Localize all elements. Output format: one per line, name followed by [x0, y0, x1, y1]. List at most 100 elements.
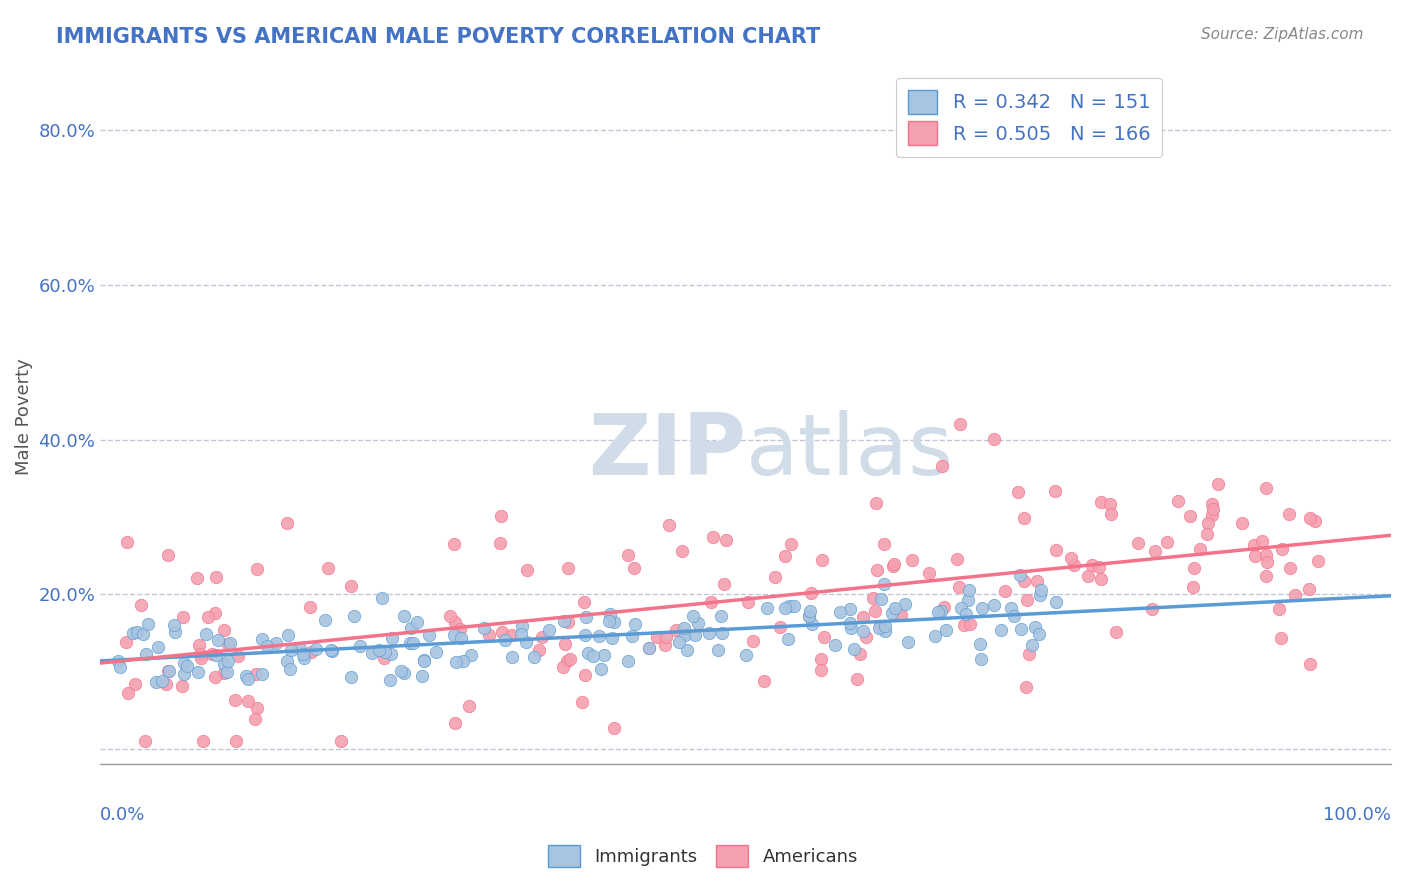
- Point: [685, 628, 707, 642]
- Point: [924, 629, 946, 643]
- Point: [368, 643, 391, 657]
- Point: [1284, 588, 1306, 602]
- Point: [170, 679, 193, 693]
- Point: [1028, 588, 1050, 602]
- Point: [763, 570, 786, 584]
- Point: [516, 563, 538, 577]
- Point: [1306, 554, 1329, 568]
- Point: [969, 637, 991, 651]
- Point: [929, 604, 952, 618]
- Point: [799, 604, 821, 618]
- Point: [218, 636, 240, 650]
- Point: [187, 665, 209, 679]
- Point: [299, 599, 322, 614]
- Point: [1010, 622, 1032, 636]
- Point: [157, 664, 180, 678]
- Point: [444, 615, 467, 629]
- Point: [994, 583, 1017, 598]
- Point: [686, 615, 709, 630]
- Point: [188, 647, 211, 661]
- Point: [852, 624, 875, 638]
- Point: [810, 663, 832, 677]
- Point: [450, 631, 472, 645]
- Point: [443, 628, 465, 642]
- Point: [201, 648, 224, 662]
- Point: [617, 548, 640, 562]
- Point: [474, 621, 496, 635]
- Point: [713, 577, 735, 591]
- Point: [1182, 580, 1205, 594]
- Point: [155, 677, 177, 691]
- Point: [1008, 568, 1031, 582]
- Point: [165, 625, 187, 640]
- Point: [658, 518, 681, 533]
- Point: [392, 666, 415, 681]
- Point: [444, 655, 467, 669]
- Point: [1090, 495, 1112, 509]
- Point: [314, 613, 336, 627]
- Point: [449, 622, 471, 636]
- Point: [1156, 535, 1178, 549]
- Point: [624, 617, 647, 632]
- Point: [1278, 508, 1301, 522]
- Point: [783, 599, 806, 613]
- Point: [330, 734, 353, 748]
- Point: [602, 631, 624, 645]
- Point: [1015, 680, 1038, 694]
- Point: [370, 591, 392, 606]
- Point: [1012, 511, 1035, 525]
- Point: [970, 600, 993, 615]
- Point: [572, 595, 595, 609]
- Point: [157, 664, 180, 678]
- Point: [811, 553, 834, 567]
- Point: [172, 609, 194, 624]
- Point: [623, 561, 645, 575]
- Point: [665, 623, 688, 637]
- Point: [1167, 494, 1189, 508]
- Point: [697, 625, 720, 640]
- Point: [276, 654, 298, 668]
- Point: [555, 654, 578, 668]
- Point: [245, 712, 267, 726]
- Point: [117, 686, 139, 700]
- Point: [205, 648, 228, 662]
- Point: [204, 606, 226, 620]
- Point: [494, 632, 516, 647]
- Point: [373, 651, 395, 665]
- Point: [1026, 574, 1049, 588]
- Point: [1243, 538, 1265, 552]
- Point: [927, 605, 949, 619]
- Point: [737, 595, 759, 609]
- Point: [952, 618, 974, 632]
- Point: [264, 636, 287, 650]
- Point: [1142, 602, 1164, 616]
- Point: [824, 638, 846, 652]
- Point: [523, 650, 546, 665]
- Point: [204, 670, 226, 684]
- Point: [873, 537, 896, 551]
- Point: [212, 657, 235, 671]
- Point: [245, 701, 267, 715]
- Point: [1268, 602, 1291, 616]
- Point: [131, 599, 153, 613]
- Point: [558, 652, 581, 666]
- Point: [778, 632, 800, 647]
- Point: [1002, 608, 1025, 623]
- Point: [217, 654, 239, 668]
- Point: [1105, 624, 1128, 639]
- Point: [779, 537, 801, 551]
- Point: [955, 607, 977, 621]
- Point: [107, 654, 129, 668]
- Point: [588, 629, 610, 643]
- Point: [673, 621, 696, 635]
- Point: [361, 646, 384, 660]
- Point: [990, 623, 1012, 637]
- Point: [212, 665, 235, 680]
- Point: [755, 601, 778, 615]
- Point: [406, 615, 429, 629]
- Point: [381, 631, 404, 645]
- Point: [931, 458, 953, 473]
- Point: [617, 654, 640, 668]
- Point: [810, 651, 832, 665]
- Point: [598, 615, 620, 629]
